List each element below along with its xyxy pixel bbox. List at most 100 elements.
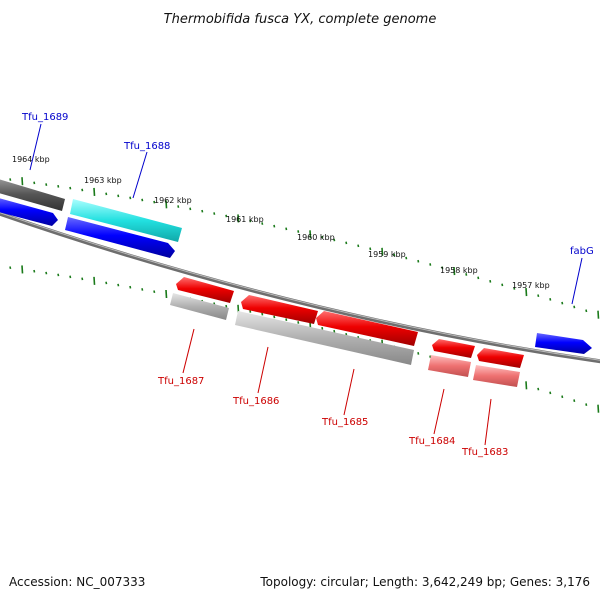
kbp-label: 1963 kbp bbox=[84, 176, 122, 185]
minor-tick bbox=[273, 224, 276, 228]
gene-label-tfu1687[interactable]: Tfu_1687 bbox=[157, 376, 204, 387]
minor-tick bbox=[225, 304, 228, 308]
minor-tick bbox=[81, 277, 84, 281]
leader-line-tfu1688 bbox=[132, 151, 148, 199]
kbp-label: 1959 kbp bbox=[368, 250, 406, 259]
gene-arrow-tfu1688-cyan[interactable] bbox=[70, 199, 182, 242]
kbp-label: 1962 kbp bbox=[154, 196, 192, 205]
minor-tick bbox=[261, 222, 264, 225]
gene-arrow-tfu1684-pink[interactable] bbox=[428, 355, 471, 377]
minor-tick bbox=[153, 200, 156, 204]
minor-tick bbox=[249, 310, 252, 313]
major-tick bbox=[381, 247, 384, 256]
minor-tick bbox=[285, 227, 288, 231]
accession-text: Accession: NC_007333 bbox=[9, 575, 145, 589]
minor-tick bbox=[249, 219, 252, 223]
minor-tick bbox=[105, 192, 108, 196]
minor-tick bbox=[129, 285, 132, 289]
minor-tick bbox=[57, 184, 60, 188]
leader-line-fabg bbox=[571, 257, 583, 305]
minor-tick bbox=[573, 399, 576, 403]
gene-arrow-tfu1686[interactable] bbox=[241, 295, 318, 324]
minor-tick bbox=[321, 235, 324, 239]
minor-tick bbox=[405, 256, 408, 260]
gene-arrow-tfu1687[interactable] bbox=[176, 277, 234, 303]
minor-tick bbox=[105, 281, 108, 285]
minor-tick bbox=[33, 181, 36, 185]
major-tick bbox=[165, 289, 168, 299]
minor-tick bbox=[345, 241, 348, 245]
minor-tick bbox=[129, 196, 132, 200]
minor-tick bbox=[357, 244, 360, 248]
gene-arrow-tfu1688[interactable] bbox=[65, 217, 175, 258]
gene-arrow-tfu1686-1685-grey[interactable] bbox=[235, 311, 414, 365]
minor-tick bbox=[69, 275, 72, 279]
kbp-label: 1960 kbp bbox=[297, 233, 335, 242]
major-tick bbox=[597, 310, 600, 319]
gene-label-tfu1688[interactable]: Tfu_1688 bbox=[123, 141, 170, 152]
gene-arrow-fabg[interactable] bbox=[535, 333, 592, 354]
minor-tick bbox=[297, 230, 300, 233]
leader-line-tfu1686 bbox=[257, 346, 269, 394]
major-tick bbox=[237, 214, 240, 223]
minor-tick bbox=[117, 194, 120, 198]
major-tick bbox=[525, 287, 528, 297]
kbp-label: 1958 kbp bbox=[440, 266, 478, 275]
gene-arrow-tfu1689[interactable] bbox=[0, 197, 58, 226]
major-tick bbox=[309, 230, 312, 239]
minor-tick bbox=[213, 212, 216, 215]
gene-arrow-tfu1683-pink[interactable] bbox=[473, 365, 520, 387]
minor-tick bbox=[117, 283, 120, 287]
leader-line-tfu1685 bbox=[343, 368, 355, 416]
gene-arrow-tfu1687-grey[interactable] bbox=[170, 293, 229, 320]
minor-tick bbox=[225, 214, 228, 218]
major-tick bbox=[525, 381, 528, 390]
minor-tick bbox=[489, 279, 492, 283]
minor-tick bbox=[477, 276, 480, 280]
major-tick bbox=[21, 265, 24, 274]
minor-tick bbox=[9, 266, 12, 270]
minor-tick bbox=[441, 266, 444, 270]
minor-tick bbox=[417, 352, 420, 355]
minor-tick bbox=[153, 290, 156, 294]
gene-label-tfu1685[interactable]: Tfu_1685 bbox=[321, 417, 368, 428]
genome-backbone-highlight bbox=[0, 212, 600, 361]
major-tick bbox=[165, 200, 168, 209]
minor-tick bbox=[141, 288, 144, 291]
major-tick bbox=[597, 404, 600, 413]
minor-tick bbox=[549, 298, 552, 301]
minor-tick bbox=[45, 271, 48, 275]
minor-tick bbox=[57, 273, 60, 277]
major-tick bbox=[21, 177, 24, 186]
topology-text: Topology: circular; Length: 3,642,249 bp… bbox=[259, 575, 590, 589]
minor-tick bbox=[321, 326, 324, 330]
leader-line-tfu1684 bbox=[433, 388, 445, 435]
gene-label-tfu1683[interactable]: Tfu_1683 bbox=[461, 447, 508, 458]
leader-line-tfu1683 bbox=[484, 398, 492, 446]
leader-line-tfu1687 bbox=[182, 328, 195, 374]
kbp-label: 1964 kbp bbox=[12, 155, 50, 164]
minor-tick bbox=[393, 253, 396, 257]
minor-tick bbox=[45, 183, 48, 186]
minor-tick bbox=[537, 294, 540, 298]
minor-tick bbox=[33, 269, 36, 273]
genome-backbone bbox=[0, 211, 600, 364]
gene-arrow-tfu1683[interactable] bbox=[477, 348, 524, 368]
minor-tick bbox=[417, 259, 420, 263]
genome-title: Thermobifida fusca YX, complete genome bbox=[164, 12, 437, 27]
minor-tick bbox=[465, 273, 468, 276]
minor-tick bbox=[297, 321, 300, 324]
gene-label-fabg[interactable]: fabG bbox=[570, 246, 594, 257]
major-tick bbox=[93, 276, 96, 285]
gene-arrow-tfu1684[interactable] bbox=[432, 339, 475, 358]
minor-tick bbox=[429, 263, 432, 266]
outer-tick-track bbox=[9, 177, 600, 319]
gene-label-tfu1689[interactable]: Tfu_1689 bbox=[21, 112, 68, 123]
gene-label-tfu1684[interactable]: Tfu_1684 bbox=[408, 436, 455, 447]
minor-tick bbox=[333, 238, 336, 242]
minor-tick bbox=[501, 283, 504, 287]
minor-tick bbox=[429, 355, 432, 359]
gene-label-tfu1686[interactable]: Tfu_1686 bbox=[232, 396, 279, 407]
gene-arrow-tfu1685[interactable] bbox=[316, 311, 418, 346]
gene-arrow-tfu1689-grey[interactable] bbox=[0, 178, 65, 211]
